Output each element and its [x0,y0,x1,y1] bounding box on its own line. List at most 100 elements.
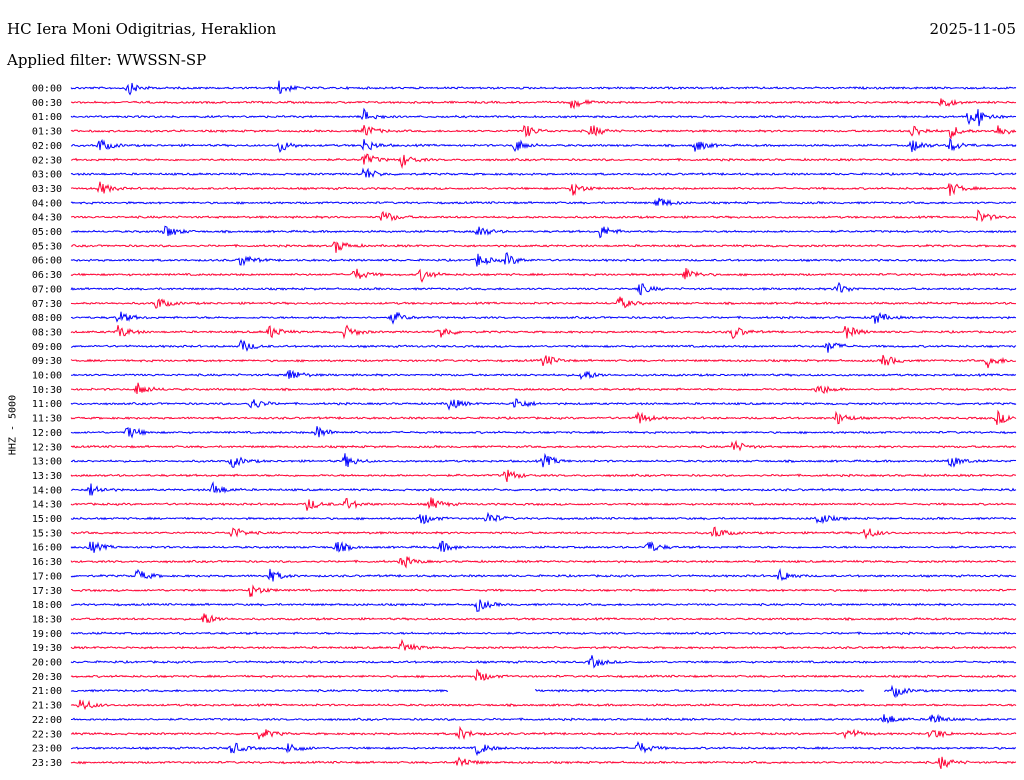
row-time-label: 17:00 [32,571,62,582]
seismogram-trace [70,481,1017,496]
seismogram-trace [70,167,1017,178]
row-time-label: 04:30 [32,213,62,224]
row-time-label: 19:00 [32,629,62,640]
seismogram-trace [70,725,1017,740]
row-time-label: 17:30 [32,586,62,597]
seismogram-trace [70,452,1017,468]
seismogram-trace [70,526,1017,540]
row-time-label: 03:00 [32,170,62,181]
seismogram-trace [70,599,1017,612]
seismogram-trace [70,439,1017,452]
seismogram-trace [71,740,1016,757]
seismogram-trace [70,497,1017,511]
row-time-label: 06:00 [32,256,62,267]
seismogram-trace [70,225,1017,239]
row-time-label: 16:30 [32,557,62,568]
row-time-label: 15:00 [32,514,62,525]
seismogram-trace [70,684,1017,699]
seismogram-trace [70,382,1017,394]
seismogram-trace [70,107,1017,127]
row-time-label: 23:30 [32,758,62,769]
row-time-label: 02:00 [32,141,62,152]
seismogram-trace [71,584,1017,597]
row-time-label: 20:00 [32,658,62,669]
row-time-label: 03:30 [32,184,62,195]
seismogram-trace [70,181,1017,196]
filter-label: Applied filter: WWSSN-SP [7,51,207,69]
seismogram-trace [70,311,1017,325]
seismogram-trace [70,631,1017,636]
seismogram-trace [70,540,1017,553]
seismogram-trace [70,369,1017,381]
seismogram-trace [70,339,1017,353]
row-time-label: 01:30 [32,127,62,138]
row-time-label: 10:00 [32,371,62,382]
seismogram-trace [70,354,1017,369]
row-time-label: 15:30 [32,528,62,539]
row-time-label: 12:30 [32,442,62,453]
seismogram-trace [70,511,1017,525]
row-time-label: 18:00 [32,600,62,611]
row-time-label: 19:30 [32,643,62,654]
row-time-label: 09:00 [32,342,62,353]
seismogram-trace [70,296,1017,309]
seismogram-trace [70,98,1017,110]
row-time-label: 06:30 [32,270,62,281]
row-time-label: 08:30 [32,327,62,338]
seismogram-trace [70,241,1017,253]
seismogram-trace [70,556,1017,569]
row-time-label: 21:00 [32,686,62,697]
row-time-label: 14:00 [32,485,62,496]
row-time-label: 10:30 [32,385,62,396]
row-time-label: 08:00 [32,313,62,324]
row-time-label: 22:30 [32,729,62,740]
seismogram-trace [70,613,1017,623]
row-time-label: 00:30 [32,98,62,109]
seismogram-trace [70,567,1017,582]
row-time-label: 09:30 [32,356,62,367]
row-time-label: 07:00 [32,284,62,295]
row-time-label: 11:30 [32,414,62,425]
row-time-label: 05:30 [32,241,62,252]
seismogram-trace [70,252,1017,267]
seismogram-trace [70,324,1017,340]
seismogram-trace [70,398,1017,411]
row-time-label: 21:30 [32,701,62,712]
seismogram-trace [71,209,1017,223]
seismogram-trace [70,80,1017,96]
seismogram-trace [70,137,1017,153]
row-time-label: 20:30 [32,672,62,683]
seismogram-trace [70,197,1017,207]
seismogram-trace [70,699,1017,711]
row-time-label: 05:00 [32,227,62,238]
row-time-label: 07:30 [32,299,62,310]
seismogram-trace [70,125,1017,140]
seismogram-trace [70,756,1017,769]
row-time-label: 00:00 [32,84,62,95]
row-time-label: 16:00 [32,543,62,554]
seismogram-trace [70,469,1017,483]
date-label: 2025-11-05 [929,20,1016,38]
seismogram-trace [70,153,1017,169]
row-time-label: 22:00 [32,715,62,726]
row-time-label: 02:30 [32,155,62,166]
row-time-label: 13:30 [32,471,62,482]
seismogram-trace [70,655,1017,669]
row-time-label: 12:00 [32,428,62,439]
row-time-label: 01:00 [32,112,62,123]
row-time-label: 18:30 [32,614,62,625]
seismogram-trace [71,713,1017,724]
row-time-label: 04:00 [32,198,62,209]
seismogram-trace [70,268,1017,283]
row-time-label: 13:00 [32,457,62,468]
seismogram-trace [70,426,1017,439]
row-time-label: 14:30 [32,500,62,511]
row-time-label: 11:00 [32,399,62,410]
row-time-label: 23:00 [32,744,62,755]
seismogram-trace [70,281,1017,296]
seismogram-trace [70,638,1017,651]
seismogram-trace [70,668,1017,681]
seismogram-trace [70,409,1017,425]
station-title: HC Iera Moni Odigitrias, Heraklion [7,20,277,38]
